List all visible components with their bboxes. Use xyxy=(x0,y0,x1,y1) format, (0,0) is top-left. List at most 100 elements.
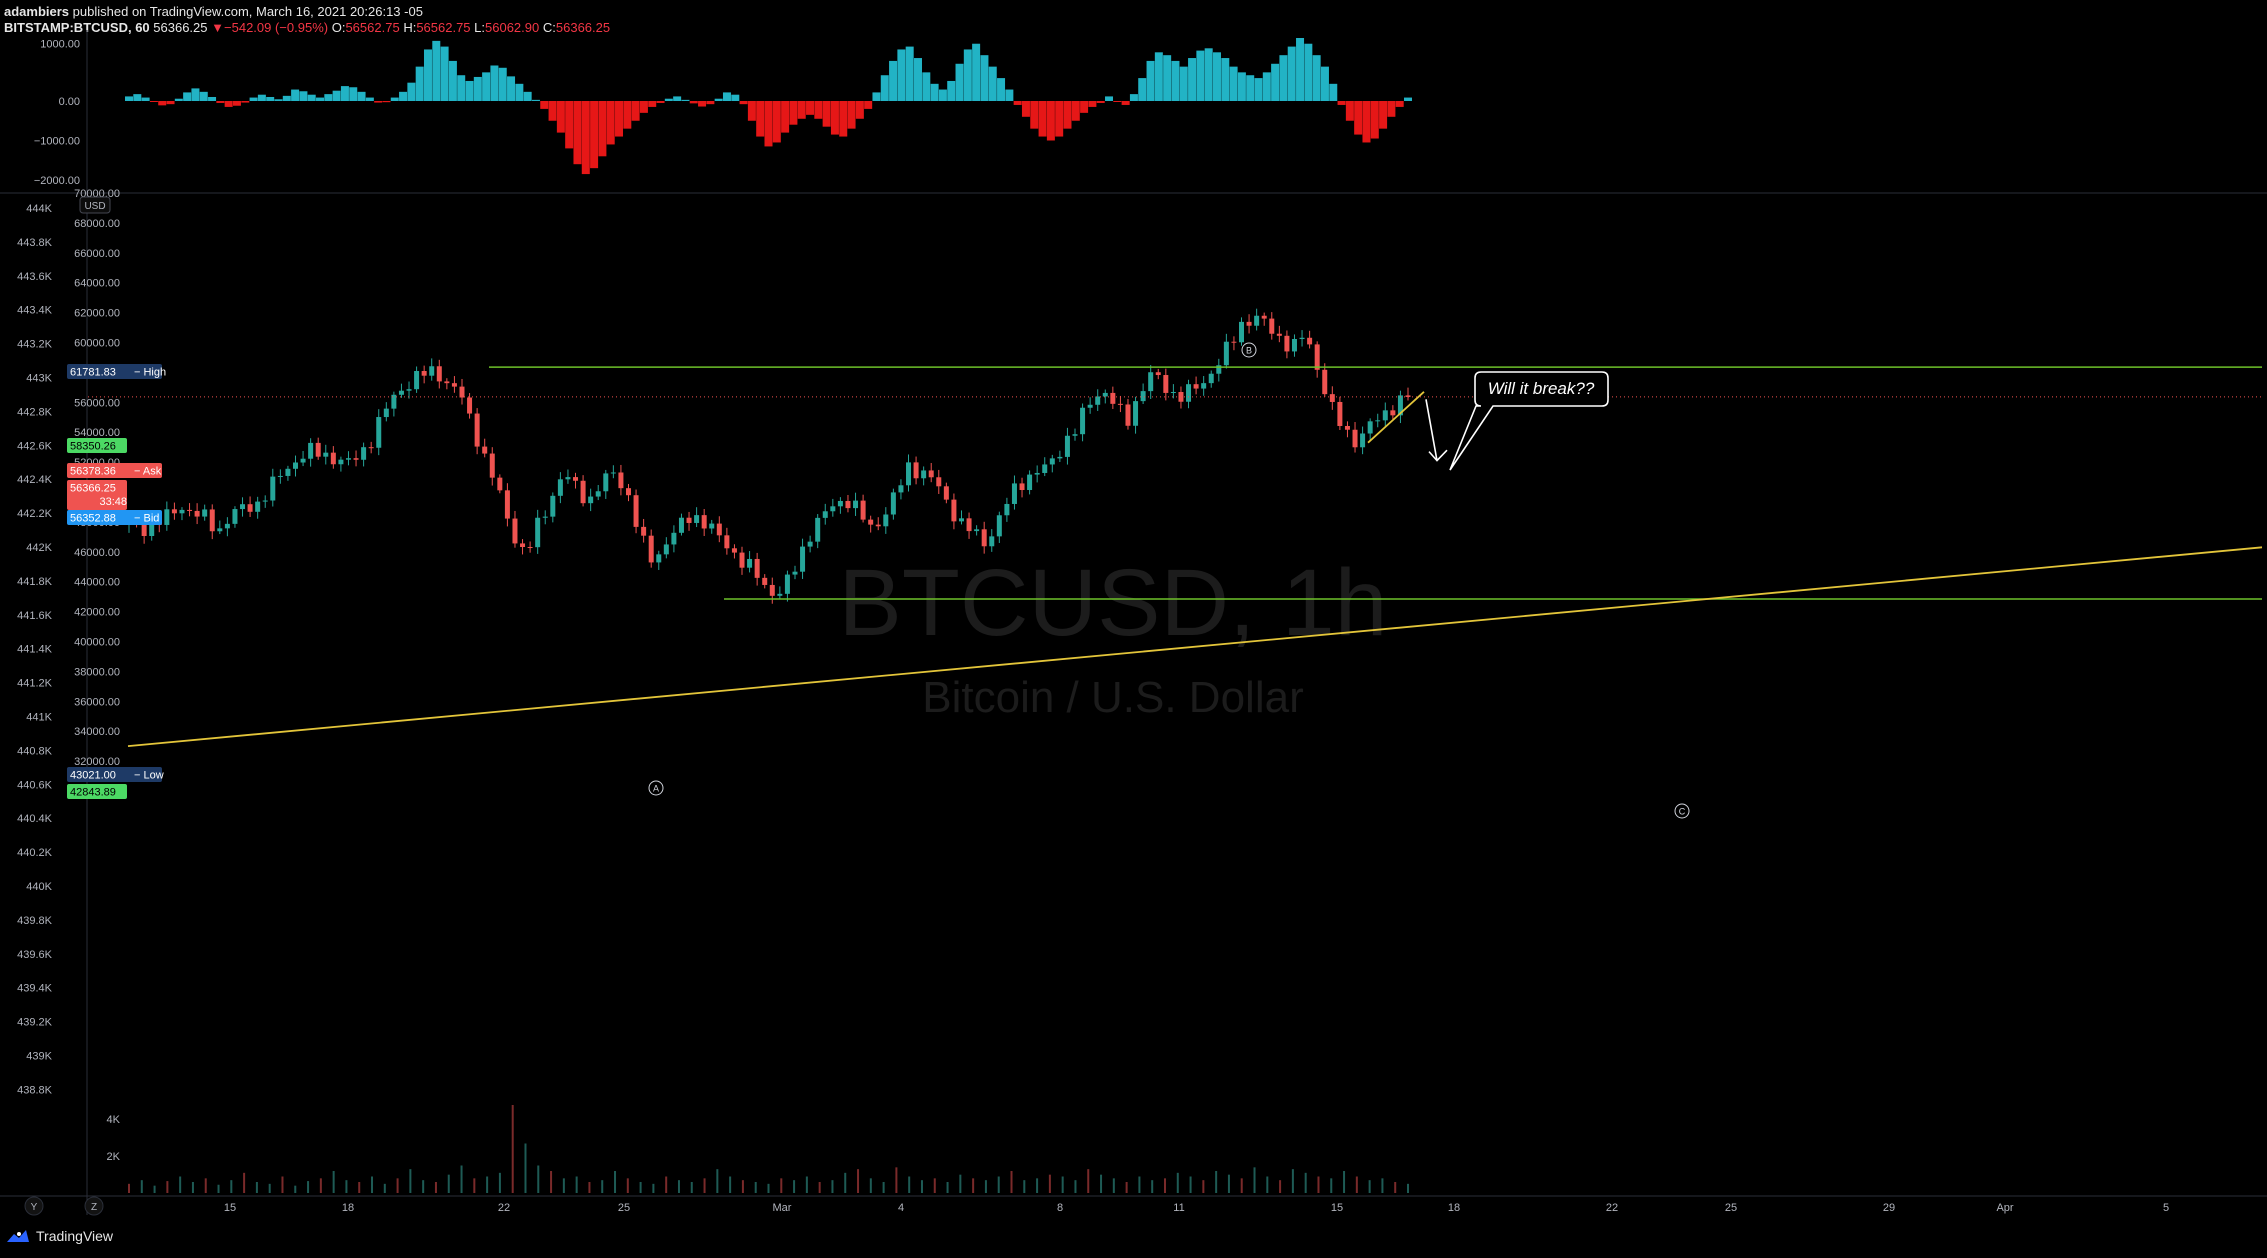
oscillator-bar xyxy=(1021,101,1030,117)
candle-body xyxy=(883,514,889,527)
oscillator-bar xyxy=(232,101,241,106)
time-tick-label: 29 xyxy=(1883,1202,1895,1214)
oscillator-bar xyxy=(448,60,457,101)
oscillator-bar xyxy=(324,94,333,101)
volume-bar xyxy=(473,1178,476,1193)
candle-body xyxy=(633,495,639,527)
volume-bar xyxy=(243,1172,246,1193)
oscillator-bar xyxy=(1312,55,1321,101)
left-scale-tick-label: 442.2K xyxy=(17,508,53,520)
candle-body xyxy=(709,523,715,529)
wave-label-a: A xyxy=(648,780,664,796)
candle-body xyxy=(1239,321,1245,343)
price-label-value: 43021.00 xyxy=(70,770,116,782)
volume-bar xyxy=(294,1185,297,1193)
volume-bar xyxy=(1253,1167,1256,1193)
oscillator-bar xyxy=(889,60,898,101)
candle-body xyxy=(1170,391,1176,393)
oscillator-bar xyxy=(282,95,291,101)
volume-bar xyxy=(434,1182,437,1193)
price-label-box xyxy=(67,480,127,510)
symbol-title[interactable]: BITSTAMP:BTCUSD, 60 xyxy=(4,20,150,35)
candle-body xyxy=(467,397,473,414)
left-scale-tick-label: 442.4K xyxy=(17,474,53,486)
volume-bar xyxy=(997,1176,1000,1193)
oscillator-bar xyxy=(1138,78,1147,101)
oscillator-bar xyxy=(1055,101,1064,137)
left-scale-tick-label: 438.8K xyxy=(17,1084,53,1096)
oscillator-bar xyxy=(1246,75,1255,101)
oscillator-bar xyxy=(365,97,374,101)
candle-body xyxy=(1186,384,1192,402)
oscillator-bar xyxy=(1105,96,1114,101)
oscillator-bar xyxy=(963,49,972,101)
author-name[interactable]: adambiers xyxy=(4,4,70,19)
candle-body xyxy=(845,500,851,509)
volume-bar xyxy=(933,1178,936,1193)
volume-bar xyxy=(1407,1183,1409,1193)
price-label-value: 58350.26 xyxy=(70,441,116,453)
oscillator-bar xyxy=(556,101,565,133)
price-tick-label: 38000.00 xyxy=(74,666,120,678)
oscillator-bar xyxy=(340,86,349,101)
long-trend-line xyxy=(127,546,2263,748)
tradingview-logo[interactable]: TradingView xyxy=(6,1228,113,1244)
volume-bar xyxy=(460,1165,463,1193)
volume-bar xyxy=(422,1180,425,1193)
candle-body xyxy=(1337,401,1343,427)
candle-body xyxy=(451,383,457,387)
price-tick-label: 56000.00 xyxy=(74,397,120,409)
time-tick-label: 15 xyxy=(1331,1202,1343,1214)
oscillator-bar xyxy=(498,67,507,101)
candle-body xyxy=(482,446,488,454)
volume-bar xyxy=(1036,1178,1039,1193)
volume-bar xyxy=(204,1178,207,1193)
candle-body xyxy=(1284,335,1290,352)
candle-body xyxy=(323,452,329,457)
scale-button-z[interactable]: Z xyxy=(84,1196,104,1216)
candle-body xyxy=(936,477,942,487)
volume-bar xyxy=(447,1174,450,1193)
candle-body xyxy=(164,509,170,525)
oscillator-bar xyxy=(216,101,225,103)
open-label: O: xyxy=(331,20,346,35)
candle-body xyxy=(610,472,616,474)
left-scale-tick-label: 439.8K xyxy=(17,915,53,927)
volume-bar xyxy=(1343,1171,1346,1193)
volume-bar xyxy=(1087,1169,1090,1193)
callout-bubble xyxy=(1449,371,1609,471)
price-label-box xyxy=(67,438,127,453)
candle-body xyxy=(1352,429,1358,448)
oscillator-bar xyxy=(1113,101,1122,102)
volume-bar xyxy=(1100,1174,1103,1193)
time-tick-label: 11 xyxy=(1173,1202,1184,1214)
oscillator-bar xyxy=(781,101,790,133)
volume-bar xyxy=(1176,1172,1179,1193)
volume-bar xyxy=(639,1182,642,1193)
candle-body xyxy=(716,523,722,536)
wave-label-circle xyxy=(1241,342,1257,358)
candle-body xyxy=(1163,375,1169,393)
candle-body xyxy=(557,479,563,496)
scale-button-y[interactable]: Y xyxy=(24,1196,44,1216)
candle-body xyxy=(1201,383,1207,389)
oscillator-tick-label: −1000.00 xyxy=(34,136,80,148)
left-scale: 444K 443.8K 443.6K 443.4K 443.2K 443K 442.8K 44… xyxy=(17,203,53,1096)
oscillator-bar xyxy=(980,55,989,101)
oscillator-bar xyxy=(1080,101,1089,113)
oscillator-bar xyxy=(756,101,765,137)
candle-body xyxy=(762,577,768,585)
oscillator-bar xyxy=(1337,101,1346,105)
candle-body xyxy=(906,462,912,486)
volume-bar xyxy=(1112,1178,1115,1193)
left-scale-tick-label: 443.8K xyxy=(17,237,53,249)
candle-body xyxy=(232,509,238,524)
left-scale-tick-label: 441.2K xyxy=(17,678,53,690)
volume-bar xyxy=(1291,1169,1294,1193)
volume-bar xyxy=(831,1180,834,1193)
candle-body xyxy=(792,571,798,575)
oscillator-bar xyxy=(1196,50,1205,101)
oscillator-bar xyxy=(1404,97,1412,101)
last-price: 56366.25 xyxy=(153,20,208,35)
